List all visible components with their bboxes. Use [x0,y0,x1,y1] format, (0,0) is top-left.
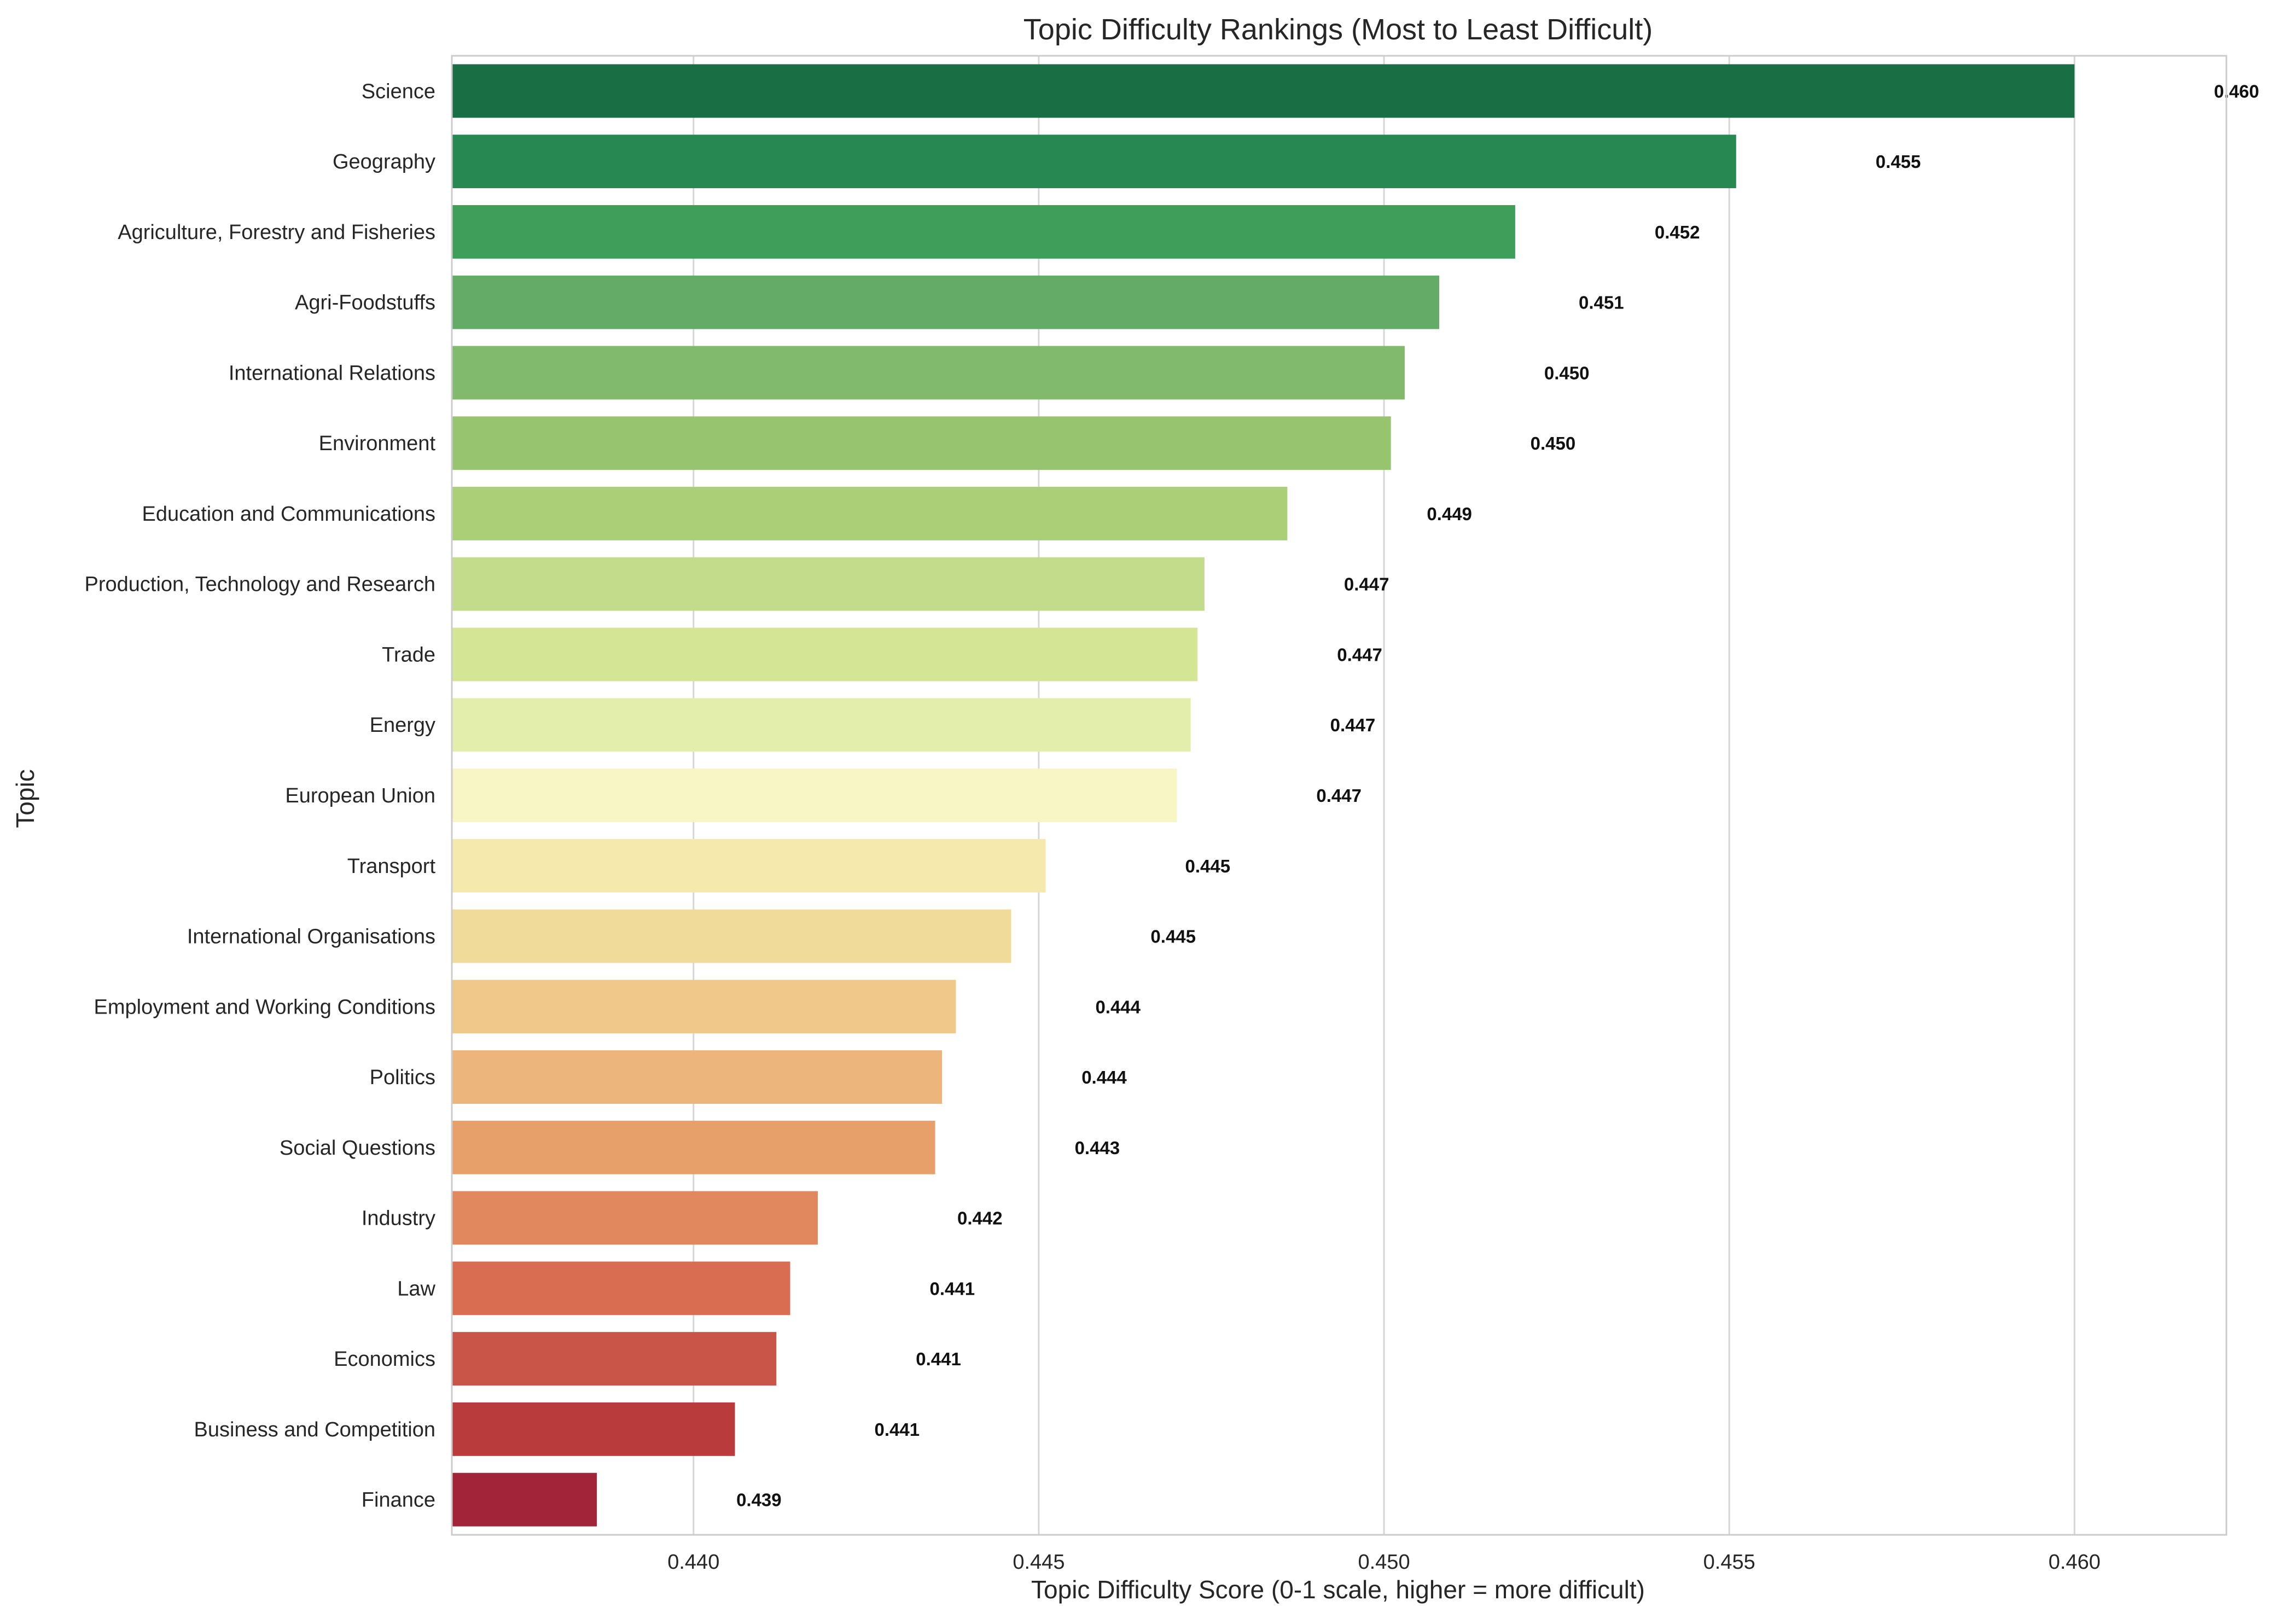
y-axis-label: Topic [11,769,39,828]
bar [452,416,1391,470]
bar [452,1472,597,1527]
bar-value-label: 0.447 [1344,574,1389,595]
chart-title: Topic Difficulty Rankings (Most to Least… [1023,13,1653,46]
x-tick-label: 0.450 [1358,1551,1410,1574]
y-tick-label: Social Questions [280,1137,435,1160]
bar [452,1402,735,1456]
x-tick-labels: 0.440 0.445 0.450 0.455 0.460 [667,1551,2101,1574]
y-tick-label: Production, Technology and Research [85,573,436,596]
bar [452,135,1736,189]
y-tick-label: Finance [362,1489,435,1512]
bar [452,1050,943,1104]
y-tick-label: Transport [347,855,436,878]
bar-value-label: 0.443 [1075,1138,1120,1158]
bar-value-label: 0.442 [957,1208,1003,1229]
y-tick-label: Energy [370,714,435,737]
y-tick-label: Science [362,80,435,103]
bar [452,839,1046,893]
bar [452,346,1405,400]
x-axis-label: Topic Difficulty Score (0-1 scale, highe… [1031,1575,1645,1604]
bar-value-label: 0.455 [1876,152,1921,172]
bar-value-label: 0.444 [1095,997,1141,1017]
y-tick-label: International Relations [229,362,435,385]
bar-value-label: 0.447 [1330,715,1376,735]
bar-value-label: 0.445 [1185,856,1231,876]
x-tick-label: 0.455 [1703,1551,1755,1574]
bar-value-label: 0.439 [736,1490,782,1510]
y-tick-label: Trade [382,643,435,666]
y-tick-label: Geography [333,150,435,173]
bar [452,769,1177,822]
bars [452,64,2075,1527]
value-labels: 0.460 0.455 0.452 0.451 0.450 0.450 0.449 0.447… [736,81,2259,1510]
bar [452,1332,777,1386]
bar [452,557,1205,611]
y-tick-label: Economics [334,1348,435,1371]
bar-value-label: 0.445 [1150,927,1196,947]
bar-value-label: 0.441 [916,1349,961,1369]
y-tick-label: Industry [362,1207,435,1230]
bar-value-label: 0.451 [1579,293,1624,313]
bar-value-label: 0.449 [1427,504,1472,524]
x-tick-label: 0.460 [2049,1551,2101,1574]
y-tick-label: Environment [319,432,436,455]
bar-value-label: 0.447 [1337,644,1382,665]
bar [452,1120,935,1174]
bar [452,1261,790,1316]
y-tick-label: Agri-Foodstuffs [295,292,435,315]
bar-value-label: 0.444 [1081,1067,1127,1087]
bar [452,487,1288,540]
y-tick-label: International Organisations [187,925,435,948]
bar-value-label: 0.441 [930,1278,975,1299]
bar-value-label: 0.447 [1316,785,1362,806]
bar [452,205,1515,259]
bar [452,64,2075,118]
x-tick-label: 0.440 [667,1551,719,1574]
bar [452,698,1191,752]
bar-value-label: 0.441 [875,1419,920,1440]
y-tick-label: Business and Competition [194,1418,435,1441]
y-tick-label: Politics [370,1066,435,1089]
bar [452,275,1440,329]
bar [452,909,1011,963]
plot-frame [451,55,2227,1536]
bar [452,1191,818,1245]
bar-value-label: 0.452 [1655,222,1700,242]
y-tick-label: Agriculture, Forestry and Fisheries [118,221,435,244]
bar-value-label: 0.450 [1531,433,1576,453]
y-tick-label: Employment and Working Conditions [94,996,436,1018]
bar-value-label: 0.460 [2214,81,2259,101]
y-tick-label: European Union [285,784,435,807]
x-tick-label: 0.445 [1013,1551,1065,1574]
bar-value-label: 0.450 [1544,363,1590,383]
bar [452,627,1198,682]
bar [452,980,956,1034]
y-tick-label: Education and Communications [142,503,435,526]
y-tick-labels: Science Geography Agriculture, Forestry an… [85,80,436,1511]
y-tick-label: Law [397,1277,435,1300]
